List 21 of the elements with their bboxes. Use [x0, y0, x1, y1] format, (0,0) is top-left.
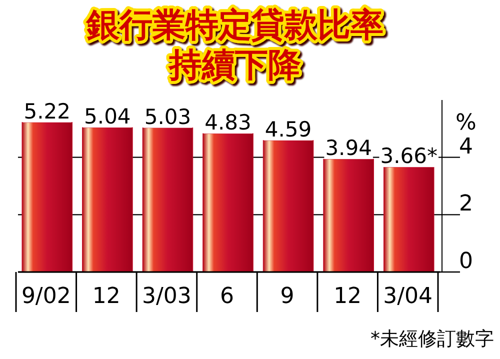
data-label: 3.66* [380, 144, 438, 168]
data-label: 3.94 [325, 136, 372, 160]
y-tick-label: 0 [459, 249, 473, 274]
x-tick-label: 9/02 [21, 284, 71, 309]
x-tick-label: 12 [334, 284, 362, 309]
text: *未經修訂數字 [370, 328, 494, 350]
y-tick-label: 2 [459, 192, 473, 217]
data-label: 5.22 [24, 99, 71, 124]
x-tick-label: 6 [220, 284, 234, 309]
x-tick-label: 9 [280, 284, 294, 309]
data-label: 4.83 [204, 110, 252, 135]
data-label: 4.59 [264, 117, 312, 142]
x-tick-label: 3/03 [142, 284, 192, 309]
x-tick-label: 12 [92, 284, 120, 309]
data-label: 5.04 [84, 104, 131, 129]
y-tick-label: 4 [459, 134, 473, 160]
chart-subtitle: 持續下降 [168, 45, 301, 84]
x-tick-label: 3/04 [383, 284, 433, 309]
y-axis-title: % [456, 110, 476, 136]
chart-title: 銀行業特定貸款比率 [86, 5, 384, 44]
data-label: 5.03 [144, 104, 192, 129]
